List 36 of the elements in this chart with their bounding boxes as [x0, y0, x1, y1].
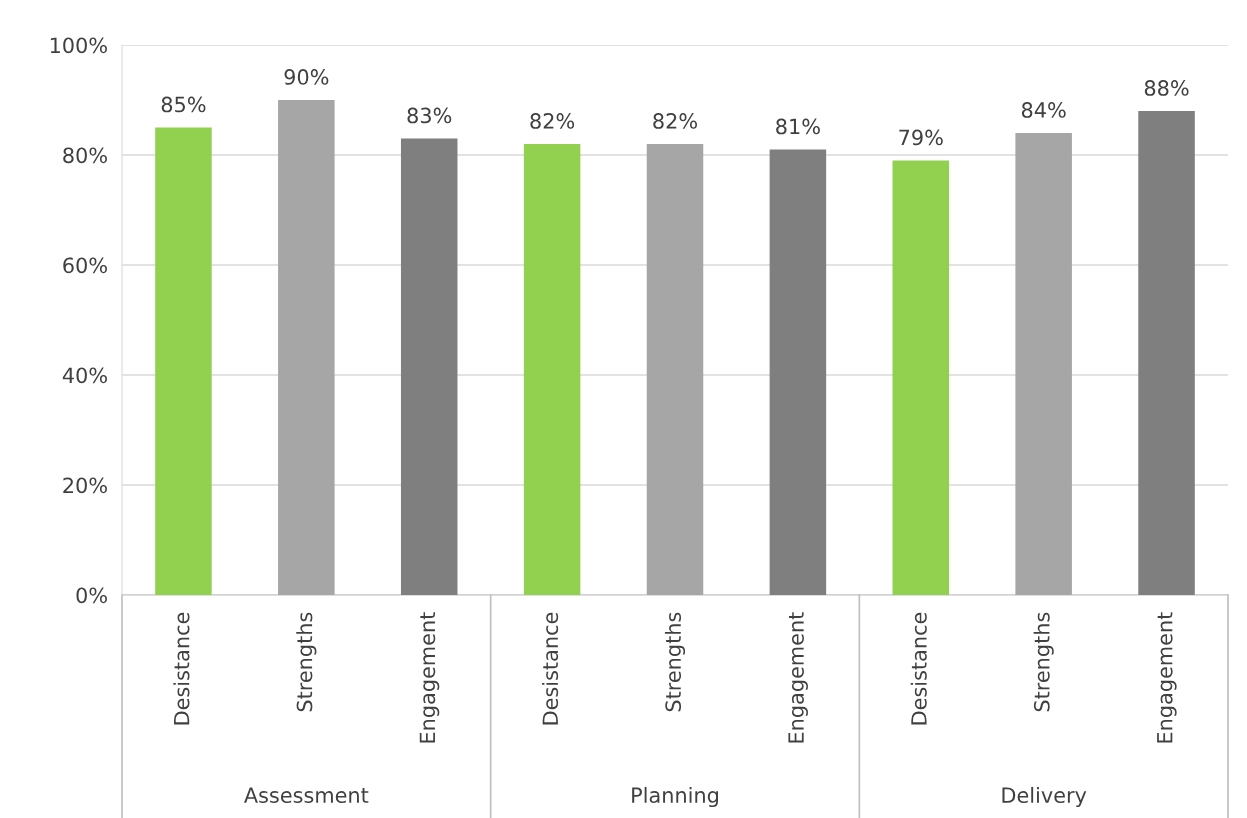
y-tick-label: 0%	[76, 587, 107, 604]
x-tick-label: Strengths	[664, 612, 686, 712]
text: Delivery	[1002, 786, 1087, 808]
y-tick-label: 40%	[62, 367, 107, 384]
x-tick-label: Engagement	[788, 612, 808, 743]
data-label: 79%	[899, 129, 943, 146]
x-tick-label: Strengths	[1033, 612, 1054, 712]
y-tick-label: 100%	[50, 37, 107, 54]
data-label: 85%	[161, 96, 206, 113]
text: Assessment	[244, 787, 369, 804]
data-label: 90%	[284, 69, 329, 85]
bar	[400, 138, 458, 595]
data-label: 83%	[407, 107, 452, 124]
data-label: 82%	[653, 113, 697, 129]
bar	[523, 144, 581, 595]
bar	[769, 149, 827, 595]
x-tick-label: Desistance	[542, 612, 559, 725]
x-tick-label: Desistance	[173, 612, 190, 725]
x-tick-label: Engagement	[1157, 612, 1177, 743]
bar	[892, 160, 950, 595]
x-tick-label: Desistance	[910, 612, 927, 725]
data-label: 81%	[776, 118, 820, 135]
bar	[1138, 111, 1195, 595]
bar	[646, 144, 704, 595]
text: Planning	[632, 786, 718, 808]
data-label: 84%	[1021, 102, 1066, 118]
y-tick-label: 60%	[63, 257, 107, 274]
data-label: 88%	[1144, 80, 1189, 96]
x-tick-label: Engagement	[419, 612, 440, 743]
bar	[278, 100, 335, 595]
bar	[1015, 133, 1072, 595]
y-tick-label: 20%	[63, 477, 107, 494]
bar	[155, 127, 212, 595]
x-tick-label: Strengths	[296, 612, 317, 712]
y-tick-label: 80%	[63, 147, 107, 164]
data-label: 82%	[530, 113, 575, 129]
